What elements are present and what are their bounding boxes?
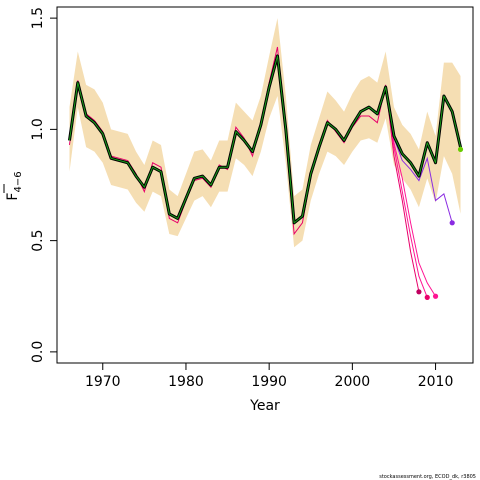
y-tick-label: 1.5 [30,7,46,29]
endpoint-marker-5 [457,146,464,152]
x-tick-label: 2000 [335,374,371,390]
y-tick-label: 0.0 [30,341,46,363]
plot-frame [56,6,474,364]
x-tick-label: 1970 [85,374,121,390]
y-tick-label: 1.0 [30,118,46,140]
confidence-band [69,18,461,248]
retro-series-line-3 [385,87,436,297]
x-axis-title: Year [249,398,280,414]
retro-series-line-1 [68,46,420,292]
endpoint-marker-3 [432,293,439,299]
main-series-inner-line [68,55,462,224]
x-tick-label: 2010 [418,374,454,390]
y-axis-title-subscript: 4−6 [13,171,24,192]
credit-text: stockassessment.org, ECOD_dk, r3805 [379,474,476,480]
endpoint-marker-2 [424,294,430,300]
y-axis-title-main: F [5,193,21,201]
y-tick-label: 0.5 [30,229,46,251]
retro-series-line-2 [385,87,428,298]
x-tick-label: 1980 [168,374,204,390]
x-tick-label: 1990 [251,374,287,390]
y-axis-title: F4−6 [3,171,24,201]
retro-series-line-4 [385,87,453,223]
svg-text:F4−6: F4−6 [5,171,24,200]
endpoint-marker-4 [449,220,455,226]
endpoint-marker-1 [416,289,422,295]
